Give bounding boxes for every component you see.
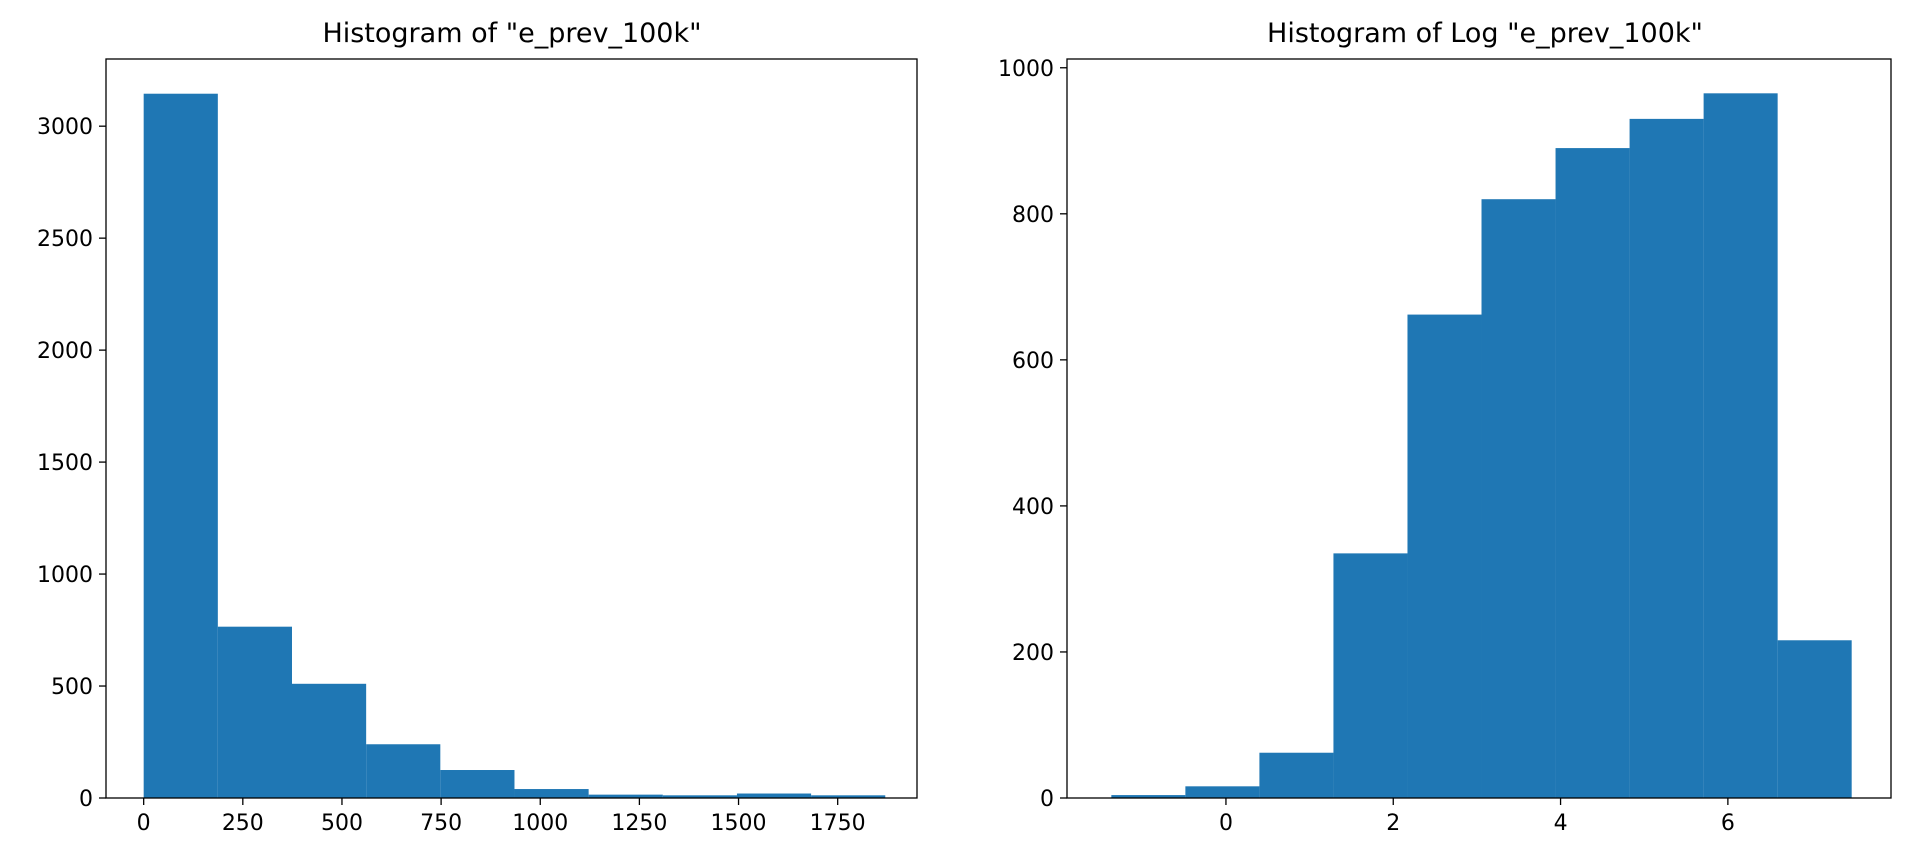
x-tick-label: 1500 (711, 811, 767, 836)
y-tick-label: 2500 (37, 227, 93, 252)
x-axis: 0 250 500 750 1000 1250 1500 1750 (137, 798, 866, 836)
x-tick-label: 0 (1219, 811, 1233, 836)
histogram-panel-raw: Histogram of "e_prev_100k" 0 250 500 750 100… (37, 18, 918, 836)
x-tick-label: 1250 (611, 811, 667, 836)
histogram-bar (1481, 199, 1556, 798)
histogram-bar (1703, 93, 1778, 798)
histogram-bar (440, 770, 515, 798)
x-axis: 0 2 4 6 (1219, 798, 1735, 836)
chart-title: Histogram of "e_prev_100k" (322, 18, 701, 49)
bars (1111, 93, 1852, 798)
histogram-bar (736, 793, 812, 798)
histogram-bar (1555, 148, 1630, 798)
histogram-bar (662, 795, 737, 798)
histogram-bar (811, 795, 886, 798)
histogram-bar (1629, 118, 1704, 798)
x-tick-label: 1000 (512, 811, 568, 836)
y-tick-label: 0 (79, 787, 93, 812)
plot-frame (1066, 58, 1892, 799)
histogram-bar (1259, 752, 1334, 798)
histogram-bar (143, 93, 218, 798)
y-tick-label: 800 (1012, 203, 1054, 228)
chart-title: Histogram of Log "e_prev_100k" (1267, 18, 1703, 49)
y-tick-label: 2000 (37, 339, 93, 364)
histogram-bar (366, 744, 441, 798)
y-tick-label: 600 (1012, 349, 1054, 374)
plot-frame (105, 58, 918, 799)
y-tick-label: 3000 (37, 115, 93, 140)
histogram-bar (1777, 640, 1852, 798)
histogram-panel-log: Histogram of Log "e_prev_100k" 0 2 4 6 0 200… (998, 18, 1892, 836)
x-tick-label: 2 (1386, 811, 1400, 836)
bars (143, 93, 886, 798)
histogram-bar (588, 794, 663, 798)
histogram-bar (217, 626, 292, 798)
y-tick-label: 500 (51, 675, 93, 700)
y-tick-label: 200 (1012, 641, 1054, 666)
histogram-bar (1407, 314, 1482, 798)
histogram-bar (1111, 795, 1186, 798)
x-tick-label: 250 (222, 811, 264, 836)
y-axis: 0 500 1000 1500 2000 2500 3000 (37, 115, 106, 812)
y-tick-label: 1000 (37, 563, 93, 588)
x-tick-label: 1750 (810, 811, 866, 836)
x-tick-label: 6 (1721, 811, 1735, 836)
y-tick-label: 1500 (37, 451, 93, 476)
y-tick-label: 0 (1040, 787, 1054, 812)
histogram-bar (514, 789, 589, 798)
x-tick-label: 0 (137, 811, 151, 836)
x-tick-label: 500 (321, 811, 363, 836)
y-tick-label: 400 (1012, 495, 1054, 520)
histogram-bar (1185, 786, 1260, 798)
x-tick-label: 4 (1554, 811, 1568, 836)
histogram-bar (1333, 553, 1408, 798)
y-axis: 0 200 400 600 800 1000 (998, 57, 1067, 812)
histogram-bar (291, 683, 367, 798)
y-tick-label: 1000 (998, 57, 1054, 82)
x-tick-label: 750 (420, 811, 462, 836)
